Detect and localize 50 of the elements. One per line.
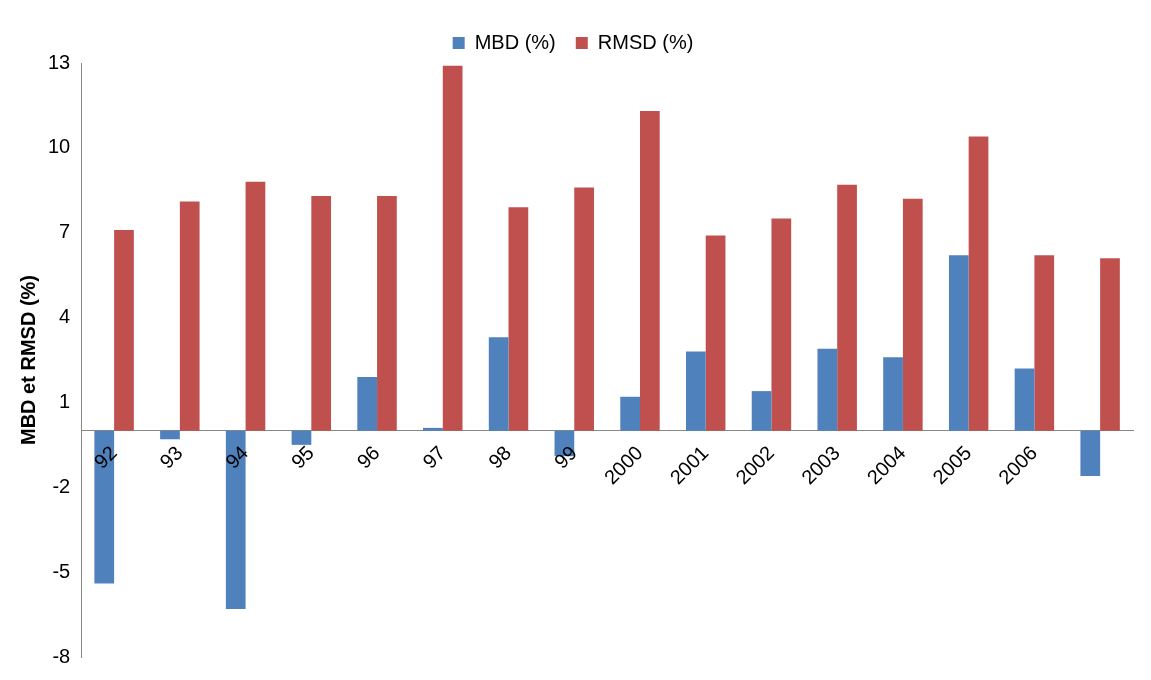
bar — [245, 181, 266, 431]
bar — [968, 136, 989, 431]
bar — [225, 430, 246, 609]
x-tick-label: 98 — [483, 441, 516, 473]
bar — [620, 396, 640, 431]
bar — [114, 229, 134, 431]
bar — [837, 184, 857, 431]
y-tick-label: -2 — [52, 474, 71, 497]
bar — [357, 376, 378, 431]
bar — [179, 201, 200, 431]
x-tick-label: 92 — [89, 441, 121, 473]
x-tick-label: 95 — [286, 441, 319, 473]
bar — [639, 111, 660, 431]
bar — [751, 391, 772, 431]
legend-label: MBD (%) — [474, 30, 556, 53]
y-tick-label: 13 — [48, 50, 71, 73]
y-tick-label: -5 — [52, 559, 71, 582]
bar — [574, 187, 594, 431]
bar — [423, 427, 443, 431]
bar — [771, 218, 792, 431]
y-tick-label: 7 — [59, 220, 71, 243]
bar — [1080, 430, 1101, 476]
bar — [291, 430, 312, 445]
bar — [686, 351, 706, 431]
bar — [488, 337, 509, 431]
bar — [948, 255, 969, 431]
y-tick-label: 10 — [48, 135, 71, 158]
bar — [508, 207, 529, 431]
bar — [160, 430, 180, 440]
bar — [311, 195, 332, 431]
x-tick-label: 99 — [549, 441, 581, 473]
bar — [902, 198, 923, 431]
y-tick-label: -8 — [52, 644, 71, 667]
bar — [1014, 368, 1035, 431]
bar — [883, 357, 903, 431]
bar — [817, 348, 838, 431]
y-tick-label: 4 — [59, 305, 71, 328]
bar — [1100, 258, 1120, 431]
legend-label: RMSD (%) — [597, 30, 694, 53]
x-tick-label: 94 — [221, 441, 253, 473]
x-tick-label: 93 — [155, 441, 187, 473]
bar — [377, 195, 397, 431]
bar — [94, 430, 115, 584]
x-tick-label: 97 — [418, 441, 450, 473]
bar — [442, 65, 463, 431]
bar — [1034, 255, 1055, 431]
y-tick-label: 1 — [59, 389, 71, 412]
y-axis-title: MBD et RMSD (%) — [16, 275, 39, 445]
bar — [705, 235, 726, 431]
x-tick-label: 96 — [352, 441, 384, 473]
